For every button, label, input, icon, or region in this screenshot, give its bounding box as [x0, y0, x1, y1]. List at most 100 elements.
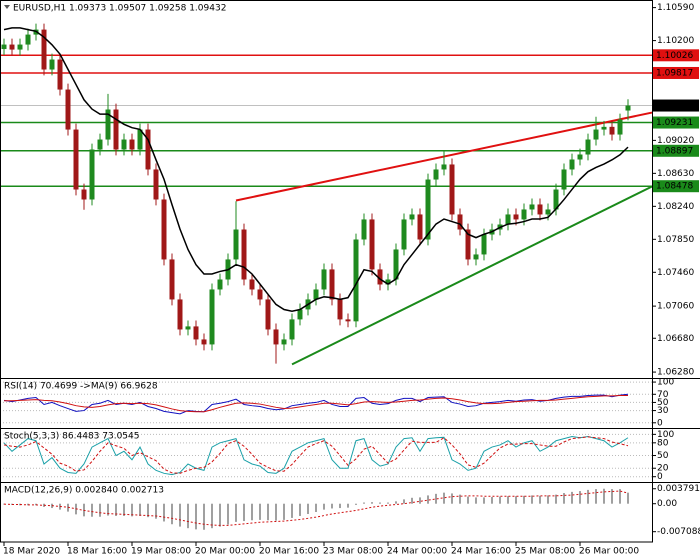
plot-frame	[0, 0, 653, 543]
candle-body	[457, 214, 463, 230]
macd-bar	[627, 492, 629, 504]
candle-body	[265, 299, 271, 330]
macd-bar	[107, 503, 109, 516]
candle-body	[105, 109, 111, 140]
macd-bar	[563, 493, 565, 504]
candle-body	[129, 139, 135, 150]
candle-body	[73, 129, 79, 190]
x-tick-label: 24 Mar 00:00	[387, 547, 447, 557]
candle-body	[561, 169, 567, 190]
candle-body	[97, 139, 103, 150]
level-label: 1.08897	[656, 146, 693, 156]
level-label-box	[653, 116, 699, 129]
candle-body	[433, 169, 439, 180]
candle-body	[241, 229, 247, 280]
macd-bar	[571, 491, 573, 504]
macd-bar	[499, 496, 501, 504]
y-tick-label: 1.10590	[657, 3, 694, 13]
y-tick-label: -0.007088	[657, 527, 700, 537]
candle-body	[25, 34, 31, 45]
macd-bar	[339, 503, 341, 509]
macd-bar	[395, 501, 397, 504]
candle-body	[577, 154, 583, 160]
candle-body	[57, 59, 63, 90]
candle-body	[185, 326, 191, 330]
macd-bar	[235, 503, 237, 522]
level-label-box	[653, 180, 699, 193]
grid-layer	[0, 381, 652, 478]
candle-body	[217, 279, 223, 290]
candle-body	[513, 214, 519, 220]
macd-bar	[419, 497, 421, 504]
macd-bar	[331, 503, 333, 509]
panel-title: Stoch(5,3,3) 86.4483 73.0545	[4, 432, 139, 442]
macd-bar	[387, 502, 389, 504]
macd-bar	[91, 503, 93, 517]
macd-bar	[187, 503, 189, 529]
candle-body	[385, 279, 391, 285]
macd-bar	[147, 503, 149, 518]
macd-bar	[555, 494, 557, 504]
y-tick-label: 1.07460	[657, 268, 694, 278]
chart-title: EURUSD,H1 1.09373 1.09507 1.09258 1.0943…	[13, 4, 226, 14]
candle-body	[529, 204, 535, 210]
level-label: 1.09817	[656, 68, 693, 78]
macd-bar	[579, 491, 581, 504]
candle-body	[257, 289, 263, 300]
x-tick-label: 23 Mar 08:00	[323, 547, 383, 557]
x-tick-label: 19 Mar 08:00	[131, 547, 191, 557]
indicator-line	[3, 435, 629, 476]
macd-bar	[323, 503, 325, 510]
y-tick-label: 1.07060	[657, 302, 694, 312]
candle-body	[609, 126, 615, 135]
macd-bar	[507, 496, 509, 504]
macd-bar	[171, 503, 173, 525]
macd-bar	[355, 503, 357, 505]
macd-bar	[123, 503, 125, 516]
macd-bar	[443, 492, 445, 504]
level-label: 1.08478	[656, 182, 693, 192]
candle-body	[153, 169, 159, 200]
candle-body	[1, 44, 7, 50]
macd-bar	[411, 497, 413, 504]
y-tick-label: 1.08240	[657, 202, 694, 212]
y-tick-label: 20	[657, 464, 669, 474]
y-tick-label: 0.00	[657, 499, 677, 509]
macd-bar	[115, 503, 117, 516]
candle-body	[465, 229, 471, 260]
candle-body	[505, 214, 511, 225]
candle-body	[369, 219, 375, 270]
candle-body	[113, 109, 119, 150]
macd-bar	[403, 499, 405, 504]
candle-body	[393, 249, 399, 280]
y-tick-label: 100	[657, 430, 674, 440]
candle-body	[137, 129, 143, 150]
candle-body	[9, 44, 15, 50]
level-label: 1.10026	[656, 51, 693, 61]
macd-bar	[547, 495, 549, 504]
candle-body	[521, 209, 527, 220]
candle-body	[353, 239, 359, 322]
candle-body	[585, 139, 591, 155]
y-tick-label: 0	[657, 472, 663, 482]
macd-bar	[131, 503, 133, 517]
macd-bar	[315, 503, 317, 512]
macd-bar	[259, 503, 261, 520]
macd-bar	[291, 503, 293, 518]
y-tick-label: 0	[657, 418, 663, 428]
y-tick-label: 1.10200	[657, 36, 694, 46]
level-label: 1.09231	[656, 118, 693, 128]
candle-body	[41, 29, 47, 70]
candle-body	[145, 129, 151, 170]
candle-body	[601, 126, 607, 130]
trend-line	[291, 185, 653, 366]
candle-body	[49, 59, 55, 70]
candle-body	[425, 179, 431, 240]
macd-bar	[611, 489, 613, 504]
indicator-line	[4, 395, 628, 413]
macd-bar	[587, 489, 589, 504]
candle-body	[249, 279, 255, 290]
y-tick-label: 50	[657, 398, 669, 408]
macd-bar	[459, 494, 461, 504]
macd-bar	[427, 495, 429, 504]
